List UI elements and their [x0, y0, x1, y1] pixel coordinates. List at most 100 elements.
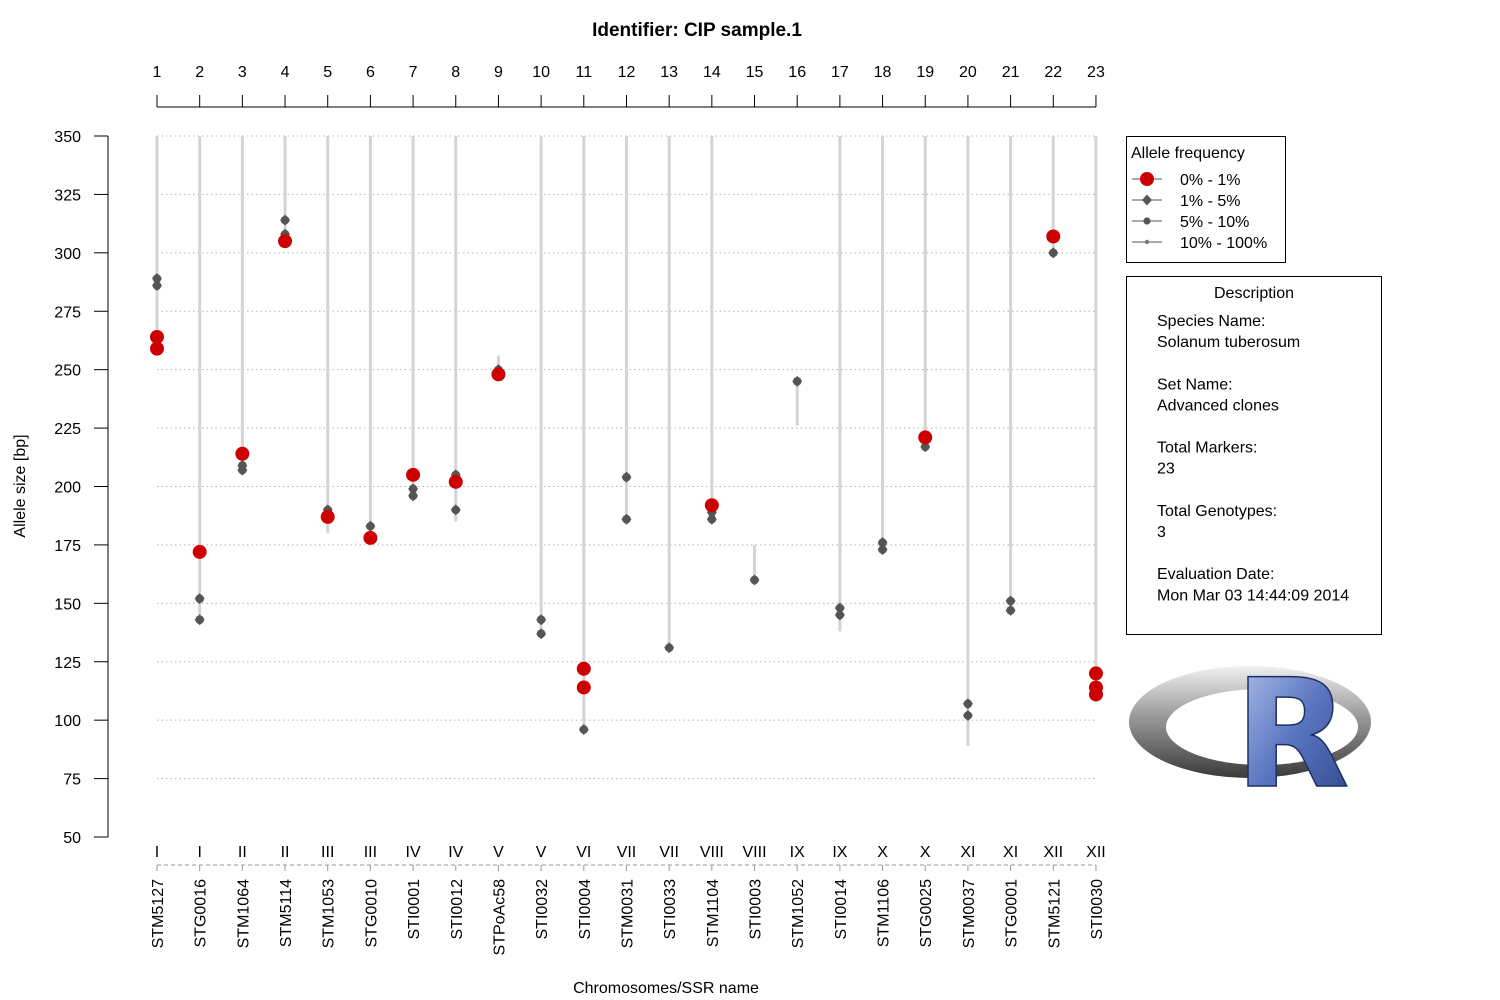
chart-title: Identifier: CIP sample.1	[592, 20, 802, 41]
legend-title: Allele frequency	[1131, 145, 1245, 162]
marker-label: STM5121	[1046, 879, 1063, 948]
chromosome-label: VI	[576, 844, 591, 861]
chromosome-label: X	[920, 844, 931, 861]
legend-label: 10% - 100%	[1180, 235, 1267, 252]
chromosome-label: IX	[790, 844, 805, 861]
top-tick-label: 22	[1044, 64, 1062, 81]
allele-point-0-1	[150, 341, 164, 356]
r-logo-icon: R	[1129, 647, 1371, 823]
allele-point-1-5-core	[707, 514, 717, 524]
allele-point-0-1	[576, 680, 591, 695]
marker-label: STI0001	[406, 879, 423, 940]
allele-point-1-5-core	[408, 484, 418, 494]
legend: Allele frequency 0% - 1% 1% - 5% 5% - 10% 1…	[1126, 136, 1286, 263]
y-tick-label: 275	[54, 304, 81, 321]
allele-point-1-5-core	[622, 472, 631, 482]
marker-label: STI0030	[1089, 879, 1106, 940]
marker-label: STM1064	[235, 879, 252, 948]
description-line: Total Markers:	[1157, 440, 1257, 457]
legend-symbol	[1142, 194, 1152, 206]
marker-label: STI0032	[534, 879, 551, 940]
allele-point-1-5-core	[963, 699, 973, 709]
top-tick-label: 15	[746, 64, 764, 81]
legend-symbol	[1140, 172, 1154, 186]
top-tick-label: 21	[1002, 64, 1020, 81]
allele-point-0-1	[150, 329, 164, 344]
allele-point-1-5-core	[878, 545, 887, 554]
allele-point-0-1	[576, 661, 591, 676]
legend-label: 5% - 10%	[1180, 214, 1249, 231]
y-tick-label: 75	[63, 772, 81, 789]
top-tick-label: 8	[451, 64, 460, 81]
y-tick-label: 325	[54, 187, 81, 204]
chromosome-label: XI	[960, 844, 975, 861]
allele-point-0-1	[1088, 687, 1103, 702]
marker-label: STM5127	[150, 879, 167, 948]
marker-label: STM1104	[705, 879, 722, 947]
allele-point-0-1	[320, 509, 335, 524]
top-axis: 1 2 3 4 5 6 7 8 9 10 11 12 13 14 15 16 17 18 19 20 21 22 23	[153, 64, 1105, 108]
y-tick-label: 150	[54, 596, 81, 613]
allele-point-0-1	[704, 498, 719, 513]
allele-point-1-5-core	[920, 442, 930, 452]
chromosome-label: I	[197, 844, 201, 861]
top-tick-label: 7	[409, 64, 418, 81]
chromosome-label: V	[536, 844, 547, 861]
y-tick-label: 125	[54, 655, 81, 672]
chromosome-label: II	[238, 844, 247, 861]
allele-point-1-5-core	[280, 215, 290, 225]
description-line: Species Name:	[1157, 313, 1266, 330]
marker-label: STG0010	[363, 879, 380, 948]
marker-label: STM1052	[790, 879, 807, 948]
chromosome-label: VII	[659, 844, 679, 861]
chromosome-label: IV	[448, 844, 463, 861]
chromosome-label: XII	[1086, 844, 1106, 861]
allele-point-0-1	[192, 544, 207, 559]
allele-point-1-5-core	[408, 491, 418, 501]
allele-point-1-5-core	[152, 274, 162, 283]
top-tick-label: 13	[660, 64, 678, 81]
legend-entry-10-100: 10% - 100%	[1132, 235, 1267, 252]
chromosome-label: I	[155, 844, 159, 861]
legend-symbol	[1144, 239, 1150, 245]
x-axis-label: Chromosomes/SSR name	[573, 980, 759, 997]
allele-point-1-5-core	[536, 615, 546, 624]
top-tick-label: 5	[323, 64, 332, 81]
y-axis: 50 75 100 125 150 175 200 225 250 275 300 325 350	[54, 129, 109, 847]
description-box	[1126, 276, 1382, 635]
y-tick-label: 100	[54, 713, 81, 730]
data-points	[150, 214, 1103, 736]
marker-label: STI0014	[833, 879, 850, 940]
marker-label: STM5114	[278, 879, 295, 947]
allele-point-1-5-core	[792, 377, 802, 386]
legend-entry-1-5: 1% - 5%	[1132, 193, 1240, 210]
top-tick-label: 3	[238, 64, 247, 81]
chromosome-label: VIII	[700, 844, 724, 861]
allele-point-1-5-core	[1006, 606, 1015, 615]
marker-label: STPoAc58	[491, 879, 508, 956]
description-panel: Description Species Name: Solanum tuberos…	[1126, 276, 1382, 635]
allele-point-0-1	[448, 474, 463, 489]
description-line: 3	[1157, 524, 1166, 541]
description-line: Evaluation Date:	[1157, 566, 1274, 583]
top-tick-label: 14	[703, 64, 721, 81]
allele-point-0-1	[1046, 229, 1061, 244]
y-tick-label: 50	[63, 830, 81, 847]
allele-point-1-5-core	[963, 711, 973, 720]
allele-point-1-5-core	[622, 514, 631, 524]
description-line: 23	[1157, 461, 1175, 478]
allele-point-0-1	[1088, 666, 1103, 681]
description-title: Description	[1214, 285, 1294, 302]
top-tick-label: 9	[494, 64, 503, 81]
top-tick-label: 18	[874, 64, 892, 81]
allele-point-0-1	[491, 367, 506, 382]
top-tick-label: 12	[618, 64, 636, 81]
legend-entry-0-1: 0% - 1%	[1132, 172, 1240, 189]
legend-label: 1% - 5%	[1180, 193, 1240, 210]
legend-symbol	[1143, 217, 1151, 225]
marker-label: STM0031	[619, 879, 636, 948]
top-tick-label: 6	[366, 64, 375, 81]
marker-label: STG0001	[1004, 879, 1021, 948]
chromosome-label: VIII	[743, 844, 767, 861]
marker-label: STI0003	[748, 879, 765, 940]
